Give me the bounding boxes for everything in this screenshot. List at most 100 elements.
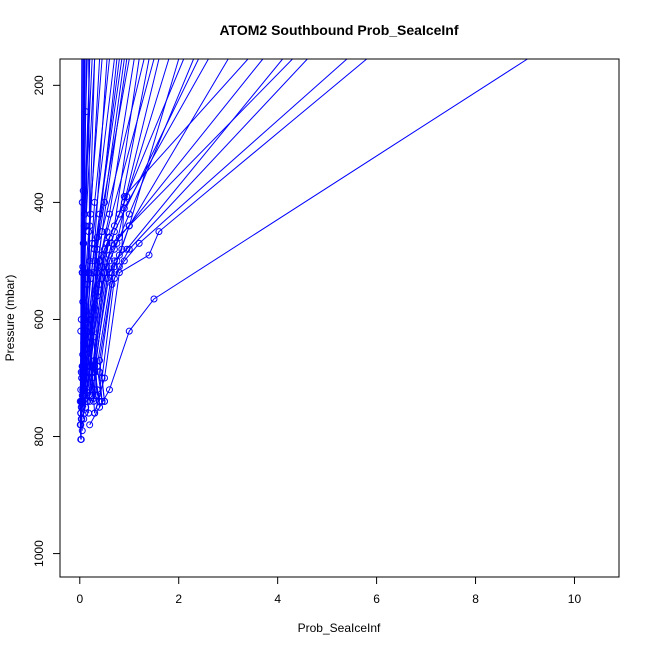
data-point: [125, 222, 133, 230]
data-point: [91, 239, 99, 247]
profile-line-34: [90, 59, 185, 399]
data-point: [77, 315, 85, 323]
data-point: [93, 386, 101, 394]
data-point: [118, 245, 126, 253]
data-point: [83, 386, 91, 394]
data-point: [81, 327, 89, 335]
data-point: [135, 239, 143, 247]
data-point: [88, 239, 96, 247]
x-tick-label: 6: [373, 592, 380, 606]
data-point: [105, 251, 113, 259]
data-point: [96, 257, 104, 265]
data-point: [79, 187, 87, 195]
data-point: [78, 198, 86, 206]
profile-line-45: [79, 59, 83, 402]
y-tick-label: 1000: [32, 540, 46, 567]
data-point: [82, 374, 90, 382]
data-point: [91, 304, 99, 312]
chart-title: ATOM2 Southbound Prob_SeaIceInf: [219, 22, 458, 38]
data-point: [108, 280, 116, 288]
data-point: [110, 245, 118, 253]
points-group: [76, 108, 163, 443]
data-point: [115, 251, 123, 259]
series-group: [79, 59, 528, 440]
profile-line-24: [94, 59, 368, 414]
data-point: [87, 274, 95, 282]
data-point: [91, 257, 99, 265]
data-point: [83, 280, 91, 288]
data-point: [96, 403, 104, 411]
profile-line-33: [89, 59, 155, 390]
data-point: [98, 397, 106, 405]
data-point: [103, 263, 111, 271]
plot-frame: [59, 58, 620, 578]
data-point: [150, 295, 158, 303]
data-point: [90, 333, 98, 341]
data-point: [80, 222, 88, 230]
data-point: [120, 204, 128, 212]
x-tick-label: 10: [568, 592, 582, 606]
data-point: [98, 263, 106, 271]
data-point: [87, 210, 95, 218]
profile-line-35: [93, 59, 199, 390]
profile-line-46: [80, 59, 91, 419]
data-point: [125, 327, 133, 335]
data-point: [93, 292, 101, 300]
data-point: [145, 251, 153, 259]
data-point: [98, 274, 106, 282]
data-point: [101, 397, 109, 405]
data-point: [125, 210, 133, 218]
data-point: [90, 269, 98, 277]
data-point: [101, 374, 109, 382]
data-point: [98, 228, 106, 236]
data-point: [78, 269, 86, 277]
data-point: [77, 435, 85, 443]
data-point: [77, 327, 85, 335]
data-point: [87, 333, 95, 341]
data-point: [105, 386, 113, 394]
data-point: [82, 269, 90, 277]
x-tick-label: 2: [175, 592, 182, 606]
x-tick-label: 0: [76, 592, 83, 606]
data-point: [96, 356, 104, 364]
data-point: [86, 222, 94, 230]
data-point: [96, 210, 104, 218]
data-point: [96, 368, 104, 376]
profile-line-22: [99, 59, 308, 402]
y-tick-label: 400: [32, 192, 46, 212]
data-point: [103, 274, 111, 282]
data-point: [91, 198, 99, 206]
profile-line-19: [91, 59, 264, 414]
data-point: [155, 228, 163, 236]
data-point: [110, 274, 118, 282]
data-point: [79, 298, 87, 306]
data-point: [86, 421, 94, 429]
data-point: [98, 374, 106, 382]
x-axis: 0 2 4 6 8 10: [76, 576, 582, 606]
data-point: [88, 386, 96, 394]
profile-line-25: [89, 59, 528, 426]
data-point: [93, 269, 101, 277]
data-point: [93, 245, 101, 253]
data-point: [93, 362, 101, 370]
data-point: [98, 251, 106, 259]
data-point: [91, 409, 99, 417]
data-point: [110, 257, 118, 265]
data-point: [115, 210, 123, 218]
data-point: [103, 239, 111, 247]
data-point: [81, 280, 89, 288]
data-point: [91, 362, 99, 370]
data-point: [76, 397, 84, 405]
data-point: [105, 210, 113, 218]
data-point: [125, 245, 133, 253]
data-point: [113, 257, 121, 265]
data-point: [105, 269, 113, 277]
data-point: [101, 198, 109, 206]
y-tick-label: 800: [32, 426, 46, 446]
data-point: [120, 193, 128, 201]
data-point: [82, 108, 90, 116]
x-tick-label: 8: [472, 592, 479, 606]
data-point: [120, 257, 128, 265]
data-point: [105, 234, 113, 242]
